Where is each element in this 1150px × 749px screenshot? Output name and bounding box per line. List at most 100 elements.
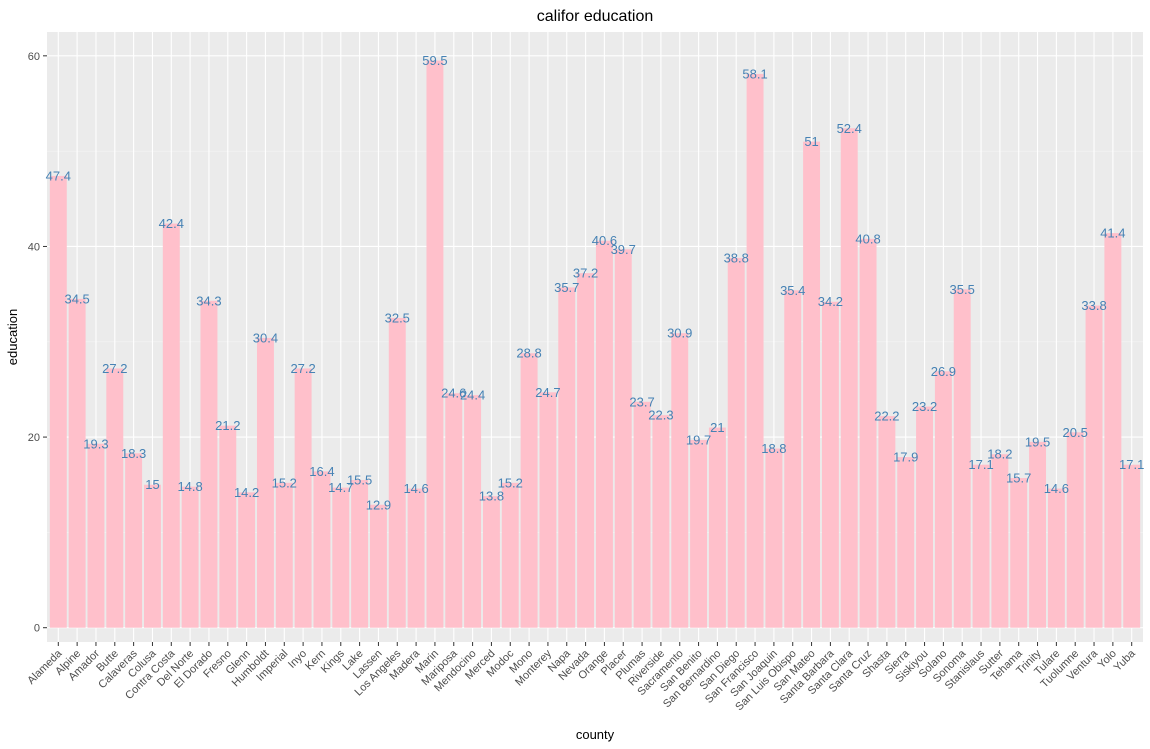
data-label: 19.7 (686, 432, 711, 447)
bar (595, 240, 613, 628)
bar (464, 395, 482, 628)
bar (539, 392, 557, 628)
data-label: 35.4 (780, 283, 805, 298)
bar (275, 482, 293, 628)
data-label: 12.9 (366, 497, 391, 512)
bar (577, 273, 595, 628)
data-label: 33.8 (1081, 298, 1106, 313)
y-tick-label: 60 (28, 51, 40, 63)
x-tick-label: Yuba (1112, 647, 1139, 674)
bar (671, 333, 689, 628)
bar (219, 425, 237, 628)
data-label: 15.2 (498, 475, 523, 490)
data-label: 18.8 (761, 441, 786, 456)
data-label: 35.5 (950, 282, 975, 297)
x-axis: AlamedaAlpineAmadorButteCalaverasColusaC… (25, 642, 1138, 713)
bar (1010, 478, 1028, 628)
bar (256, 337, 274, 628)
data-label: 26.9 (931, 364, 956, 379)
bar (821, 301, 839, 628)
data-label: 20.5 (1063, 425, 1088, 440)
data-label: 40.6 (592, 233, 617, 248)
bar (558, 287, 576, 628)
data-label: 15.7 (1006, 471, 1031, 486)
bar (708, 427, 726, 628)
data-label: 23.2 (912, 399, 937, 414)
data-label: 35.7 (554, 280, 579, 295)
y-tick-label: 0 (34, 623, 40, 635)
bar (1123, 464, 1141, 628)
data-label: 14.6 (1044, 481, 1069, 496)
bar (934, 371, 952, 628)
bar (1029, 441, 1047, 628)
bar (181, 486, 199, 628)
data-label: 22.2 (874, 409, 899, 424)
bar (143, 484, 161, 628)
data-label: 23.7 (629, 394, 654, 409)
data-label: 59.5 (422, 53, 447, 68)
bar (859, 238, 877, 628)
data-label: 41.4 (1100, 226, 1125, 241)
data-label: 28.8 (516, 346, 541, 361)
bar (351, 479, 369, 628)
data-label: 30.9 (667, 326, 692, 341)
data-label: 15 (145, 477, 159, 492)
data-labels: 47.4 34.5 19.3 27.2 18.3 15 42.4 14.8 34.3 21.2 14… (46, 53, 1145, 512)
bar (1085, 305, 1103, 628)
bar (991, 454, 1009, 628)
data-label: 32.5 (385, 310, 410, 325)
data-label: 24.6 (441, 386, 466, 401)
bar (200, 300, 218, 628)
data-label: 38.8 (724, 250, 749, 265)
bar (746, 73, 764, 628)
bar (727, 257, 745, 628)
bar (68, 298, 86, 628)
bar (407, 488, 425, 628)
data-label: 30.4 (253, 330, 278, 345)
data-label: 22.3 (648, 408, 673, 423)
data-label: 14.6 (403, 481, 428, 496)
bar (294, 368, 312, 628)
bar (690, 439, 708, 628)
bar (87, 443, 105, 628)
bar (426, 60, 444, 628)
bar (633, 401, 651, 628)
bar (897, 457, 915, 628)
data-label: 15.5 (347, 472, 372, 487)
data-label: 34.2 (818, 294, 843, 309)
y-tick-label: 40 (28, 241, 40, 253)
bar (388, 317, 406, 628)
y-axis: 0 20 40 60 (28, 51, 47, 635)
bar (49, 175, 67, 628)
x-axis-title: county (576, 727, 615, 742)
bar (369, 504, 387, 628)
data-label: 24.4 (460, 388, 485, 403)
data-label: 40.8 (855, 231, 880, 246)
bar (972, 464, 990, 628)
data-label: 39.7 (611, 242, 636, 257)
bar (1066, 432, 1084, 628)
bar (520, 353, 538, 628)
bar (878, 416, 896, 628)
bar (803, 141, 821, 628)
bar (1104, 233, 1122, 628)
bar (614, 249, 632, 628)
data-label: 17.9 (893, 450, 918, 465)
data-label: 16.4 (309, 464, 334, 479)
chart-title: califor education (537, 8, 654, 25)
data-label: 17.1 (1119, 457, 1144, 472)
bar (652, 415, 670, 628)
bar (916, 406, 934, 628)
bar (1047, 488, 1065, 628)
data-label: 34.5 (64, 291, 89, 306)
data-label: 18.3 (121, 446, 146, 461)
data-label: 27.2 (290, 361, 315, 376)
bar (501, 482, 519, 628)
data-label: 13.8 (479, 489, 504, 504)
data-label: 37.2 (573, 266, 598, 281)
data-label: 17.1 (968, 457, 993, 472)
data-label: 14.7 (328, 480, 353, 495)
bar (125, 453, 143, 628)
data-label: 15.2 (272, 475, 297, 490)
